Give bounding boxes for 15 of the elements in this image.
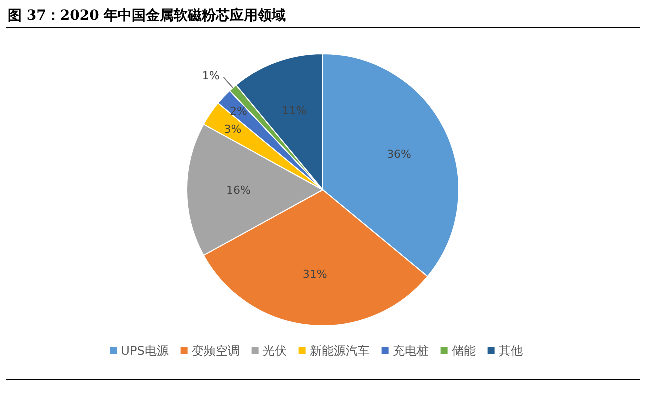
data-label: 1%: [202, 69, 220, 82]
legend-label: 充电桩: [392, 344, 429, 358]
data-label: 2%: [230, 104, 248, 118]
data-label: 16%: [226, 184, 251, 197]
legend-label: 光伏: [262, 344, 287, 358]
data-label: 36%: [387, 148, 412, 162]
data-label: 11%: [282, 104, 307, 118]
data-label: 31%: [302, 268, 328, 281]
legend-label: 其他: [498, 344, 523, 358]
legend-label: 变频空调: [192, 344, 240, 358]
chart-title: 图 37：2020 年中国金属软磁粉芯应用领域: [8, 7, 286, 24]
legend-label: 储能: [452, 344, 476, 358]
legend-label: UPS电源: [121, 344, 169, 358]
legend-label: 新能源汽车: [310, 344, 370, 358]
data-label: 3%: [224, 122, 242, 136]
